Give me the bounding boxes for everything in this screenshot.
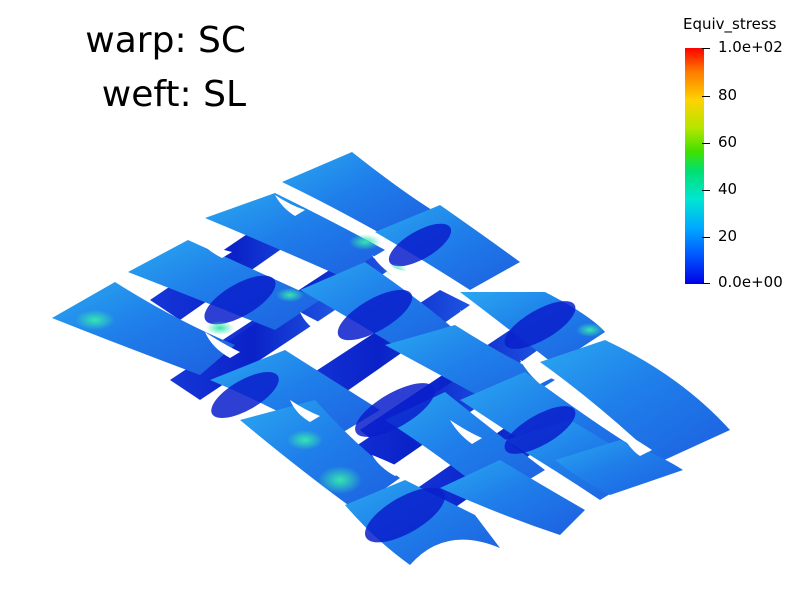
interlacing-shadows <box>204 223 576 543</box>
colorbar-tick-label: 0.0e+00 <box>718 273 783 291</box>
gap <box>205 332 240 358</box>
crossover <box>504 406 576 454</box>
warp-label: warp: SC <box>85 20 246 61</box>
gap <box>450 420 482 444</box>
colorbar <box>685 48 704 284</box>
colorbar-tick <box>702 190 710 191</box>
crossover <box>355 383 435 437</box>
colorbar-tick <box>702 96 710 97</box>
weft-yarn <box>128 240 320 330</box>
gap <box>275 195 305 216</box>
gap <box>290 400 320 422</box>
colorbar-tick <box>702 48 710 49</box>
weft-label: weft: SL <box>101 74 246 115</box>
colorbar-tick <box>702 237 710 238</box>
gap <box>200 240 232 258</box>
gap <box>372 455 405 476</box>
gap <box>520 360 552 384</box>
crossover <box>211 371 279 419</box>
weft-yarn <box>210 350 380 440</box>
crossover <box>365 487 445 543</box>
colorbar-tick <box>702 283 710 284</box>
yarn-gaps <box>200 195 652 503</box>
gap <box>555 475 590 503</box>
crossover <box>337 289 413 341</box>
weft-yarn <box>555 440 683 495</box>
hotspot <box>206 321 234 335</box>
weft-yarn <box>52 282 235 375</box>
weft-yarn <box>440 460 585 535</box>
weft-yarn <box>282 152 432 236</box>
gap <box>372 255 408 278</box>
gap <box>460 310 492 336</box>
colorbar-tick-label: 80 <box>718 86 738 104</box>
annotation-text: warp: SC weft: SL <box>40 14 246 122</box>
colorbar-tick-label: 1.0e+02 <box>718 38 783 56</box>
legend-title: Equiv_stress <box>683 15 777 33</box>
hotspot <box>576 323 604 337</box>
weft-yarn <box>540 340 730 462</box>
hotspot <box>276 288 304 302</box>
hotspot <box>75 310 115 330</box>
hotspot <box>287 430 323 450</box>
colorbar-tick-label: 60 <box>718 133 738 151</box>
gap <box>620 430 652 456</box>
colorbar-tick <box>702 143 710 144</box>
hotspot <box>349 234 381 250</box>
colorbar-tick-label: 20 <box>718 227 738 245</box>
crossover <box>388 223 452 267</box>
crossover <box>204 275 276 325</box>
weft-yarn <box>375 205 520 290</box>
colorbar-tick-label: 40 <box>718 180 738 198</box>
gap <box>300 312 332 334</box>
hotspot <box>318 466 362 494</box>
crossover <box>504 301 576 349</box>
weft-yarn <box>205 193 385 276</box>
